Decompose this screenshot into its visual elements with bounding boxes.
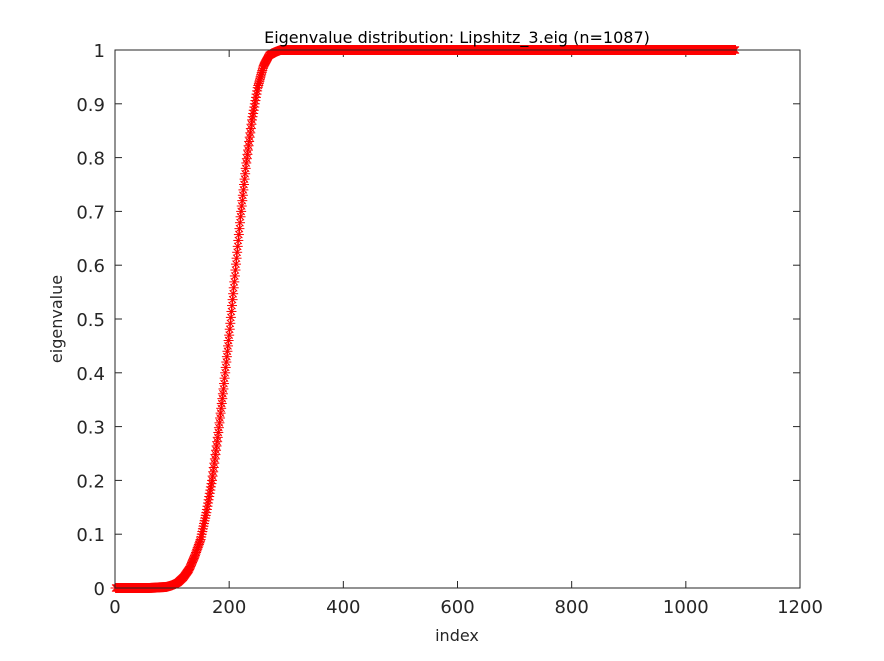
y-tick-label: 0.3 xyxy=(76,418,105,439)
x-tick-label: 400 xyxy=(326,597,360,618)
data-point xyxy=(240,163,251,174)
data-point xyxy=(238,184,249,195)
data-point xyxy=(215,408,226,419)
data-point xyxy=(231,253,242,264)
data-point xyxy=(219,378,230,389)
data-point xyxy=(236,201,247,212)
y-tick-label: 0.5 xyxy=(76,310,105,331)
data-point xyxy=(190,549,201,560)
data-point xyxy=(220,367,231,378)
y-tick-label: 0.9 xyxy=(76,95,105,116)
plot-area xyxy=(115,50,800,588)
data-point xyxy=(212,432,223,443)
data-point xyxy=(236,206,247,217)
data-point xyxy=(222,346,233,357)
data-point xyxy=(216,398,227,409)
data-point xyxy=(213,427,224,438)
data-point xyxy=(201,504,212,515)
data-point xyxy=(234,223,245,234)
y-tick-label: 0.4 xyxy=(76,364,105,385)
data-point xyxy=(213,422,224,433)
x-tick-label: 800 xyxy=(554,597,588,618)
data-point xyxy=(218,383,229,394)
y-axis-title: eigenvalue xyxy=(47,275,66,363)
tick-labels: 0 200 400 600 800 1000 1200 0 0.1 0.2 0.3 0.4 0.5 0.6… xyxy=(76,41,823,618)
data-point xyxy=(235,211,246,222)
data-point xyxy=(223,335,234,346)
data-point xyxy=(239,179,250,190)
data-point xyxy=(219,373,230,384)
data-point xyxy=(223,340,234,351)
data-point xyxy=(214,417,225,428)
data-point xyxy=(237,195,248,206)
x-tick-label: 1200 xyxy=(777,597,823,618)
y-tick-label: 0.6 xyxy=(76,256,105,277)
data-point xyxy=(216,403,227,414)
data-point xyxy=(239,174,250,185)
axes-box xyxy=(114,49,801,589)
x-tick-label: 200 xyxy=(212,597,246,618)
x-tick-label: 0 xyxy=(109,597,120,618)
data-point xyxy=(221,351,232,362)
data-point xyxy=(217,388,228,399)
y-tick-label: 0.8 xyxy=(76,149,105,170)
data-point xyxy=(215,412,226,423)
data-point xyxy=(220,362,231,373)
y-tick-label: 1 xyxy=(94,41,105,62)
x-axis-title: index xyxy=(435,626,479,645)
x-tick-label: 1000 xyxy=(663,597,709,618)
data-point xyxy=(217,393,228,404)
y-tick-label: 0.2 xyxy=(76,471,105,492)
data-point xyxy=(240,168,251,179)
y-tick-label: 0 xyxy=(94,579,105,600)
y-tick-label: 0.1 xyxy=(76,525,105,546)
x-tick-label: 600 xyxy=(440,597,474,618)
data-point xyxy=(237,190,248,201)
chart-title: Eigenvalue distribution: Lipshitz_3.eig … xyxy=(264,28,650,48)
y-tick-label: 0.7 xyxy=(76,202,105,223)
data-point xyxy=(221,357,232,368)
